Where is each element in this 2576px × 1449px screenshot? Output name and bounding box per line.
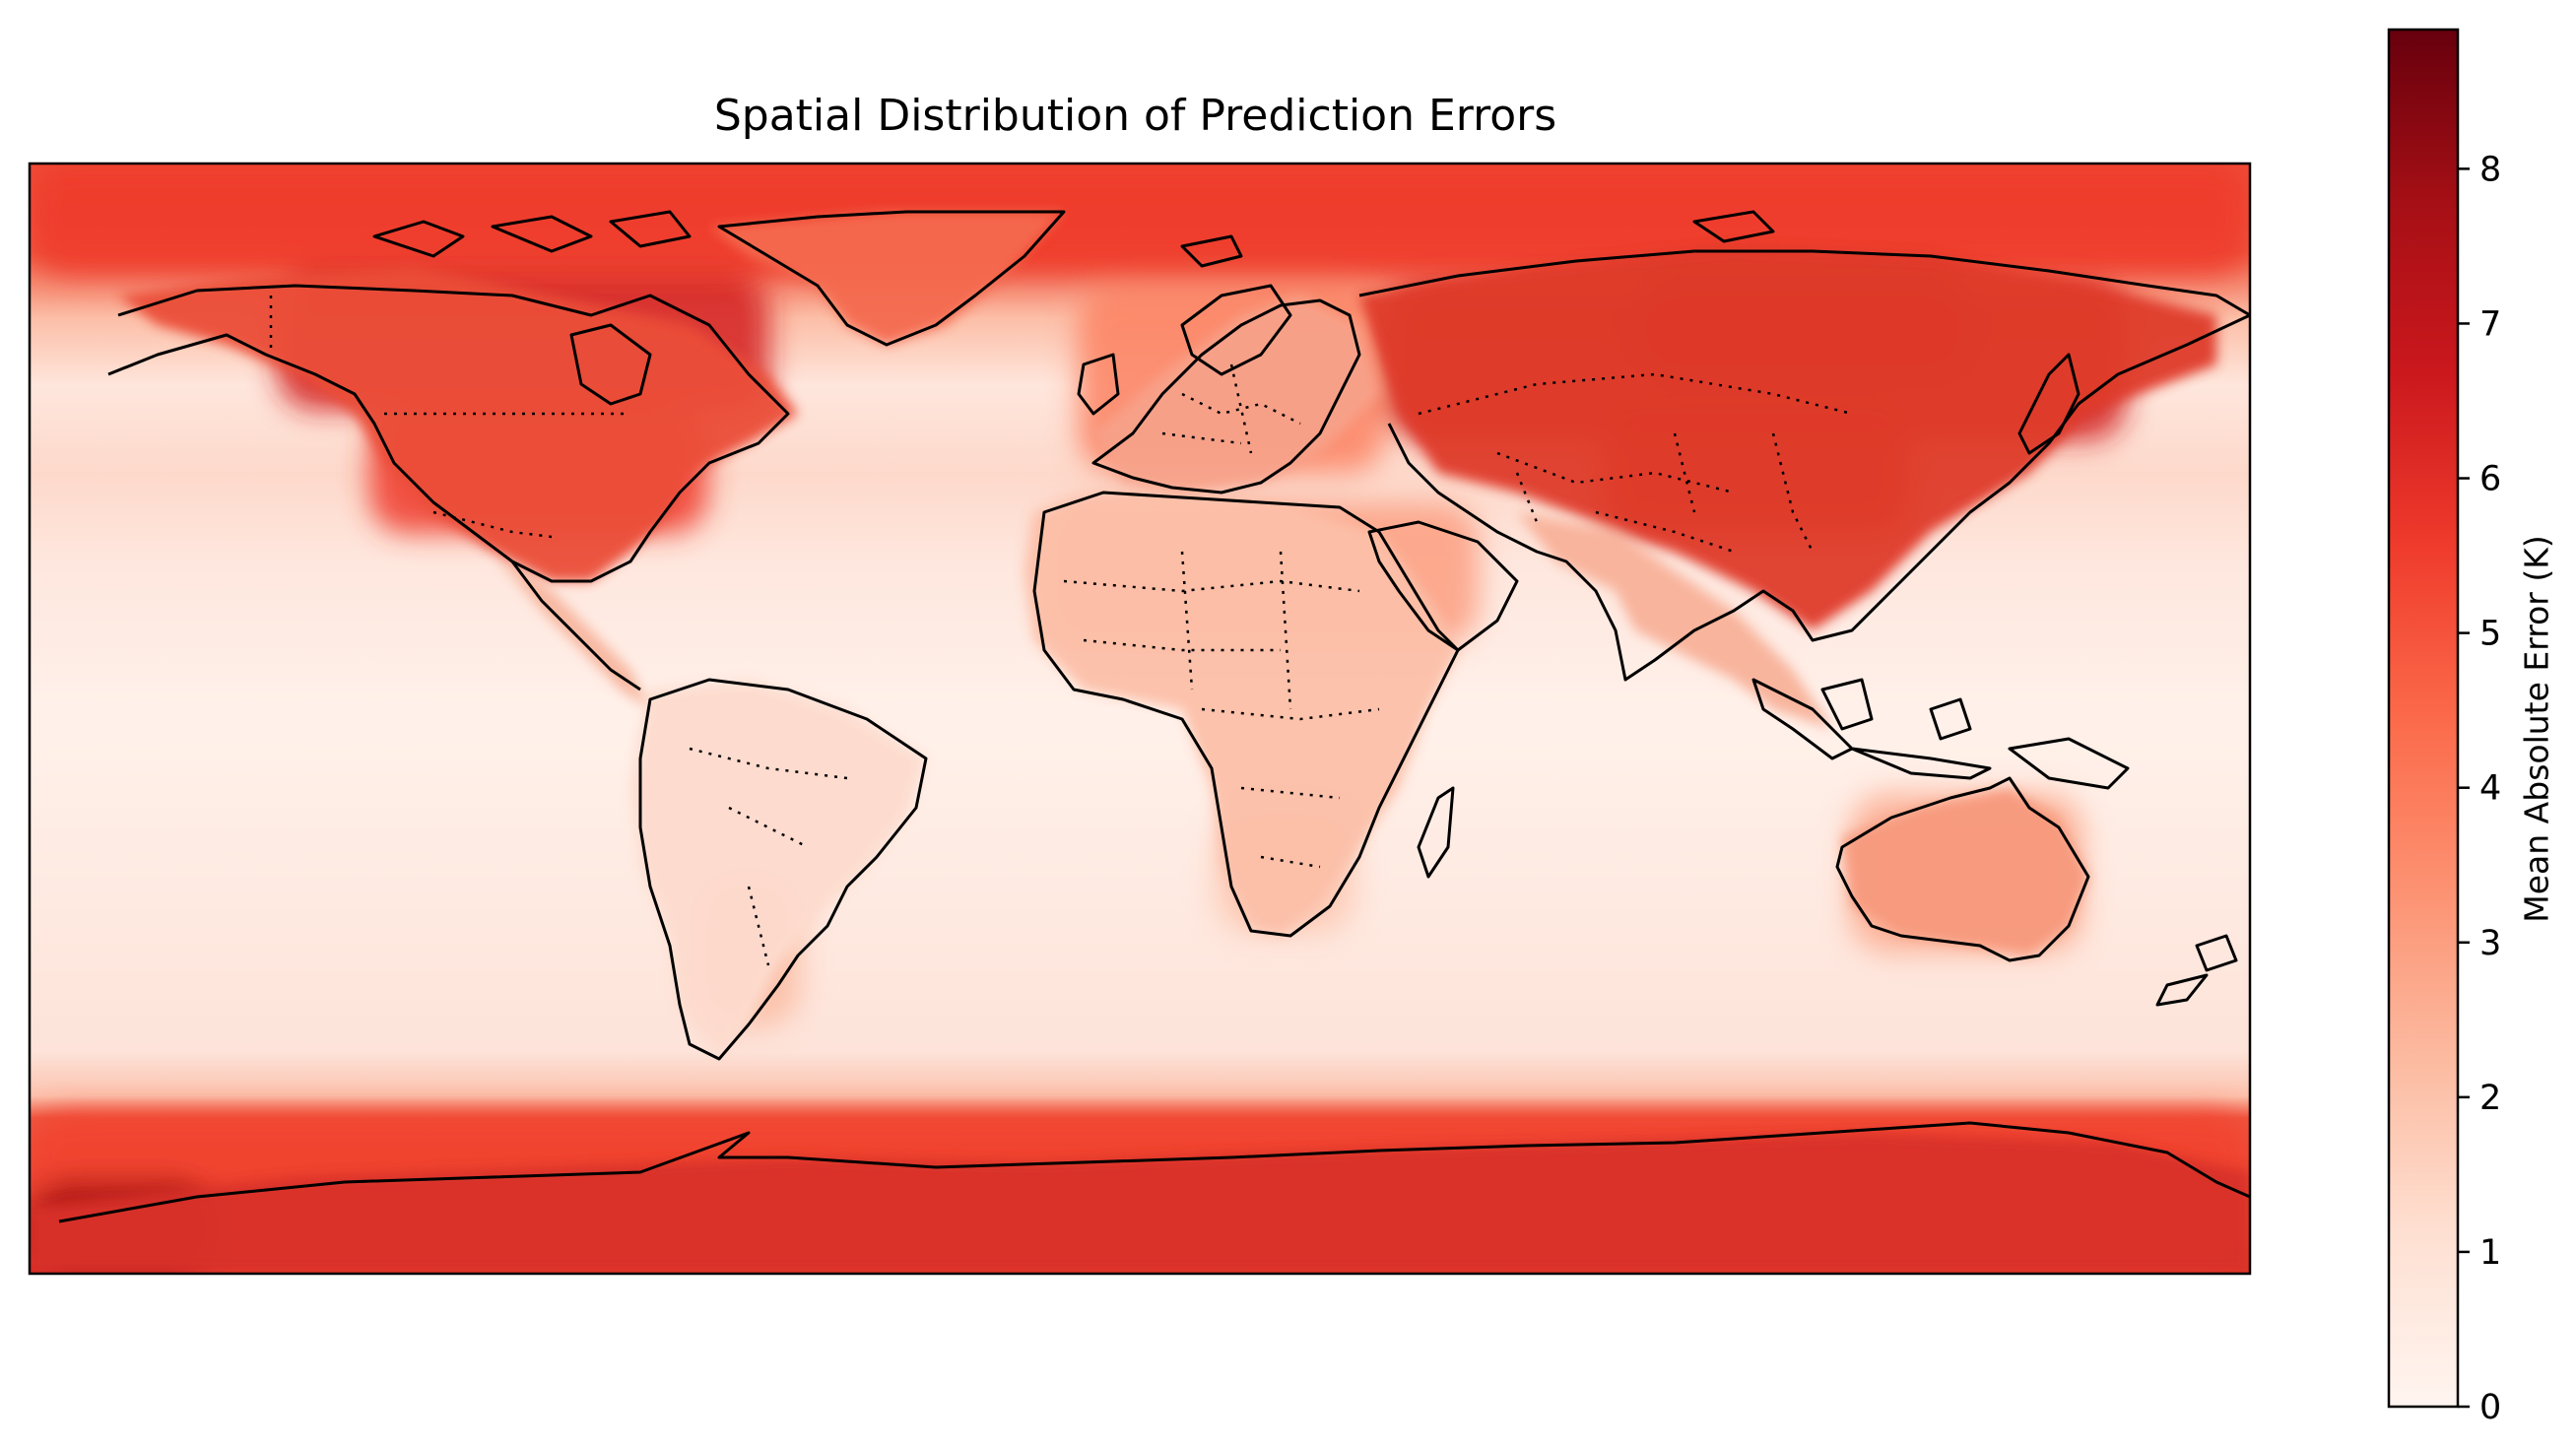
coastline-south-america [638, 678, 928, 1061]
coastline-new-guinea [2008, 737, 2130, 790]
landmass-greenland [709, 212, 1064, 345]
colorbar-tick-label: 6 [2479, 460, 2501, 499]
landmass-india-se-asia [1517, 512, 1832, 729]
colorbar-tick-label: 5 [2479, 615, 2501, 654]
landmass-asia [1359, 246, 2216, 630]
colorbar-tick-label: 3 [2479, 924, 2501, 963]
chart-title: Spatial Distribution of Prediction Error… [713, 91, 1557, 141]
coastline-indonesia [1751, 678, 1992, 780]
world-map [28, 162, 2252, 1276]
colorbar-tick-label: 1 [2479, 1233, 2501, 1273]
map-frame [28, 162, 2252, 1276]
landmass-north-america [118, 266, 798, 581]
coastline-greenland [717, 210, 1066, 347]
borders-europe [1161, 363, 1301, 454]
colorbar-tick-label: 2 [2479, 1079, 2501, 1118]
landmass-australia [1842, 788, 2088, 955]
coastline-australia [1835, 776, 2090, 962]
borders-south-america [689, 747, 848, 966]
border-usa-mexico [432, 510, 553, 539]
landmass-south-america [630, 680, 926, 1054]
landmass-antarctica [30, 1133, 2250, 1274]
coastline-scandinavia [1180, 284, 1292, 376]
coastline-madagascar [1417, 786, 1455, 879]
coastline-asia [1358, 249, 2250, 682]
colorbar-tick-label: 8 [2479, 150, 2501, 189]
country-borders [269, 296, 1853, 966]
borders-africa [1063, 551, 1380, 869]
borders-asia [1418, 372, 1853, 554]
colorbar-gradient [2387, 28, 2460, 1409]
coastline-hudson-bay [569, 323, 652, 406]
coastline-japan [2017, 353, 2081, 455]
error-zone [30, 164, 2250, 275]
coastline-africa [1032, 491, 1460, 938]
colorbar-tick-label: 4 [2479, 769, 2501, 809]
coastline-british-isles [1077, 353, 1120, 416]
coastline-antarctica [58, 1121, 2250, 1223]
colorbar-label: Mean Absolute Error (K) [2517, 535, 2556, 923]
coastlines [58, 210, 2250, 1223]
coastline-central-america [510, 560, 641, 692]
coastline-north-america [107, 284, 790, 583]
colorbar-ticks: 0 1 2 3 4 5 6 7 8 [2458, 150, 2501, 1427]
coastline-arabia [1367, 520, 1519, 652]
colorbar-tick-label: 7 [2479, 304, 2501, 344]
coastline-europe [1091, 298, 1361, 494]
coastline-arctic-islands [372, 210, 1775, 268]
coastline-new-zealand [2155, 934, 2238, 1007]
colorbar-tick-label: 0 [2479, 1388, 2501, 1427]
landmass-europe [1093, 296, 1379, 493]
